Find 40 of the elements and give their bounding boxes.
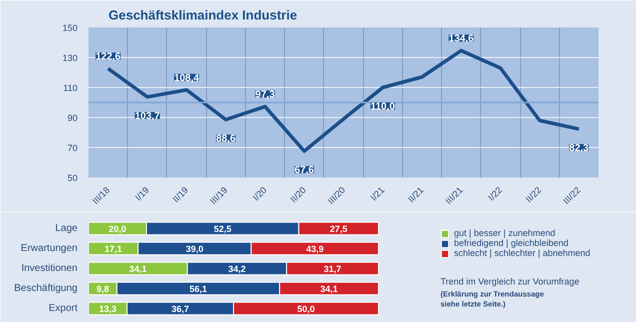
data-label: 52,5 (214, 224, 232, 234)
data-label: 27,5 (330, 224, 348, 234)
data-label: 34,1 (129, 264, 147, 274)
data-label: 43,9 (306, 244, 324, 254)
data-label: 17,1 (104, 244, 122, 254)
legend-label: gut | besser | zunehmend (454, 228, 556, 238)
y-tick-label: Lage (55, 223, 78, 234)
x-tick-label: I/22 (486, 184, 504, 203)
data-label: 39,0 (186, 244, 204, 254)
data-label: 50,0 (297, 304, 315, 314)
x-tick-label: I/20 (250, 184, 269, 203)
x-tick-label: I/19 (133, 184, 151, 203)
y-tick-label: 50 (67, 173, 78, 183)
y-tick-label: 150 (62, 23, 78, 33)
y-tick-label: 130 (62, 53, 78, 63)
data-label: 34,1 (320, 284, 338, 294)
data-label: 56,1 (190, 284, 208, 294)
data-label: 34,2 (228, 264, 246, 274)
y-tick-label: Beschäftigung (14, 283, 78, 294)
data-label: 31,7 (324, 264, 342, 274)
y-tick-label: 70 (67, 143, 78, 153)
y-tick-label: 90 (67, 113, 78, 123)
data-label: 88,6 (216, 134, 236, 145)
text: Trend im Vergleich zur Vorumfrage (440, 276, 580, 286)
y-tick-label: 110 (63, 83, 78, 93)
legend-label: schlecht | schlechter | abnehmend (454, 248, 590, 258)
data-label: 134,6 (448, 34, 474, 45)
y-tick-label: Erwartungen (20, 243, 78, 254)
data-label: 36,7 (172, 304, 190, 314)
chart-title: Geschäftsklimaindex Industrie (108, 8, 298, 22)
data-label: 13,3 (99, 304, 117, 314)
data-label: 9,8 (96, 284, 109, 294)
data-label: 67,6 (294, 165, 314, 176)
legend-label: befriedigend | gleichbleibend (454, 238, 568, 248)
y-tick-label: Export (48, 303, 78, 314)
data-label: 20,0 (108, 224, 126, 234)
y-tick-label: Investitionen (21, 263, 78, 274)
data-label: 122,6 (96, 52, 122, 63)
x-tick-label: II/21 (406, 184, 426, 204)
x-tick-label: I/21 (368, 184, 386, 203)
